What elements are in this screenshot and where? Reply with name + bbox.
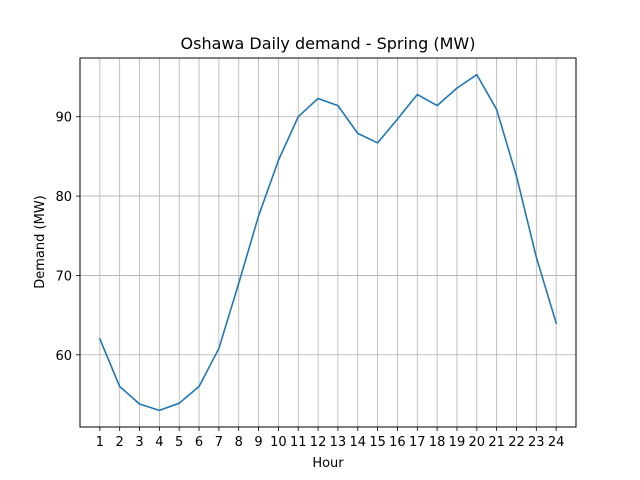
- x-tick-label: 8: [235, 435, 243, 450]
- x-tick-label: 16: [389, 435, 406, 450]
- x-tick-label: 19: [449, 435, 466, 450]
- x-tick-label: 7: [215, 435, 223, 450]
- x-axis-label: Hour: [312, 456, 344, 471]
- y-tick-label: 70: [55, 269, 72, 284]
- x-tick-label: 5: [175, 435, 183, 450]
- x-tick-label: 22: [508, 435, 525, 450]
- x-tick-label: 24: [548, 435, 565, 450]
- y-tick-label: 60: [55, 349, 72, 364]
- series-group: [98, 73, 558, 412]
- x-tick-label: 15: [369, 435, 386, 450]
- x-tick-label: 11: [290, 435, 307, 450]
- x-tick-label: 18: [429, 435, 446, 450]
- chart-title: Oshawa Daily demand - Spring (MW): [181, 34, 476, 53]
- grid: [80, 58, 576, 427]
- x-tick-label: 4: [155, 435, 163, 450]
- y-tick-label: 90: [55, 111, 72, 126]
- x-tick-label: 13: [330, 435, 347, 450]
- x-tick-label: 14: [349, 435, 366, 450]
- y-tick-label: 80: [55, 190, 72, 205]
- x-tick-label: 6: [195, 435, 203, 450]
- y-ticks: 60 70 80 90: [55, 111, 80, 364]
- x-tick-label: 10: [270, 435, 287, 450]
- series-line: [98, 73, 558, 412]
- x-ticks: 1 2 3 4 5 6 7 8 9 10 11 12 13 14 15 16 17 18 19 20 21 22 23 24: [96, 427, 565, 450]
- x-tick-label: 9: [254, 435, 262, 450]
- x-tick-label: 23: [528, 435, 545, 450]
- x-tick-label: 2: [116, 435, 124, 450]
- x-tick-label: 12: [310, 435, 327, 450]
- x-tick-label: 20: [469, 435, 486, 450]
- x-tick-label: 3: [135, 435, 143, 450]
- y-axis-label: Demand (MW): [33, 195, 48, 288]
- x-tick-label: 17: [409, 435, 426, 450]
- x-tick-label: 21: [488, 435, 505, 450]
- plot-frame: [79, 57, 577, 428]
- x-tick-label: 1: [96, 435, 104, 450]
